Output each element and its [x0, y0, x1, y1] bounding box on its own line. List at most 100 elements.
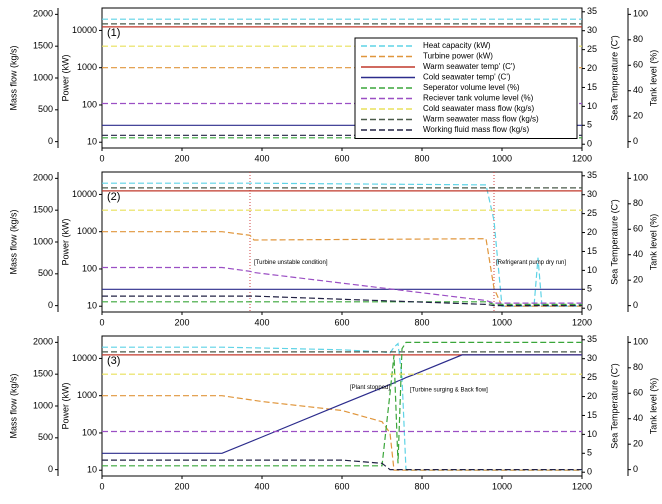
mass-tick-label: 0 [48, 464, 53, 474]
series-line [102, 341, 582, 467]
temp-axis-label: Sea Temperature (C') [609, 35, 619, 121]
tank-tick-label: 80 [633, 34, 643, 44]
x-tick-label: 1200 [572, 153, 592, 163]
mass-tick-label: 500 [38, 268, 53, 278]
x-tick-label: 400 [254, 481, 269, 491]
power-tick-label: 10 [87, 465, 97, 475]
power-axis-label: Power (kW) [60, 382, 70, 429]
legend-label: Working fluid mass flow (kg/s) [423, 125, 529, 134]
legend-label: Reciever tank volume level (%) [423, 94, 534, 103]
x-tick-label: 800 [414, 481, 429, 491]
plot-frame [101, 171, 583, 313]
x-tick-label: 200 [174, 481, 189, 491]
tank-axis-label: Tank level (%) [648, 214, 658, 271]
temp-tick-label: 35 [587, 334, 597, 344]
tank-tick-label: 60 [633, 60, 643, 70]
power-tick-label: 100 [82, 263, 97, 273]
mass-tick-label: 1500 [33, 41, 53, 51]
x-tick-label: 600 [334, 317, 349, 327]
power-tick-label: 100 [82, 427, 97, 437]
panel-label: (2) [107, 191, 120, 203]
legend-label: Warm seawater temp' (C') [423, 62, 515, 71]
tank-tick-label: 100 [633, 173, 648, 183]
mass-tick-label: 1500 [33, 369, 53, 379]
annotation: [Plant stopped] [350, 385, 390, 391]
tank-tick-label: 20 [633, 111, 643, 121]
legend-label: Turbine power (kW) [423, 52, 493, 61]
annotation: [Turbine surging & Back flow] [410, 388, 488, 394]
temp-tick-label: 25 [587, 372, 597, 382]
power-tick-label: 10000 [72, 353, 97, 363]
temp-tick-label: 30 [587, 189, 597, 199]
temp-tick-label: 10 [587, 429, 597, 439]
mass-tick-label: 500 [38, 432, 53, 442]
x-tick-label: 400 [254, 153, 269, 163]
power-tick-label: 100 [82, 99, 97, 109]
series-line [102, 182, 582, 307]
legend-label: Heat capacity (kW) [423, 41, 491, 50]
temp-tick-label: 30 [587, 353, 597, 363]
temp-tick-label: 35 [587, 170, 597, 180]
power-tick-label: 10 [87, 301, 97, 311]
legend-label: Seperator volume level (%) [423, 83, 520, 92]
temp-tick-label: 10 [587, 101, 597, 111]
mass-tick-label: 500 [38, 104, 53, 114]
power-tick-label: 1000 [77, 226, 97, 236]
power-tick-label: 1000 [77, 62, 97, 72]
mass-tick-label: 1000 [33, 236, 53, 246]
annotation: [Refrigerant pump dry run] [496, 260, 566, 266]
mass-tick-label: 1500 [33, 205, 53, 215]
temp-tick-label: 15 [587, 410, 597, 420]
tank-tick-label: 40 [633, 413, 643, 423]
tank-tick-label: 20 [633, 275, 643, 285]
tank-tick-label: 0 [633, 136, 638, 146]
tank-tick-label: 0 [633, 300, 638, 310]
series-line [102, 266, 582, 304]
x-tick-label: 1200 [572, 481, 592, 491]
temp-tick-label: 35 [587, 6, 597, 16]
x-tick-label: 400 [254, 317, 269, 327]
series-line [102, 295, 582, 307]
temp-tick-label: 25 [587, 44, 597, 54]
temp-tick-label: 30 [587, 25, 597, 35]
temp-tick-label: 20 [587, 391, 597, 401]
temp-tick-label: 0 [587, 467, 592, 477]
x-tick-label: 800 [414, 317, 429, 327]
tank-tick-label: 80 [633, 198, 643, 208]
series-line [102, 354, 582, 454]
mass-tick-label: 1000 [33, 400, 53, 410]
power-tick-label: 10 [87, 137, 97, 147]
x-tick-label: 600 [334, 153, 349, 163]
x-tick-label: 0 [99, 153, 104, 163]
tank-tick-label: 0 [633, 464, 638, 474]
mass-tick-label: 0 [48, 136, 53, 146]
temp-tick-label: 25 [587, 208, 597, 218]
temp-tick-label: 5 [587, 120, 592, 130]
temp-tick-label: 0 [587, 139, 592, 149]
tank-tick-label: 60 [633, 224, 643, 234]
x-tick-label: 1000 [492, 481, 512, 491]
x-tick-label: 200 [174, 153, 189, 163]
legend-label: Warm seawater mass flow (kg/s) [423, 115, 539, 124]
series-line [102, 459, 582, 471]
power-axis-label: Power (kW) [60, 218, 70, 265]
x-tick-label: 0 [99, 481, 104, 491]
x-tick-label: 1000 [492, 153, 512, 163]
tank-tick-label: 80 [633, 362, 643, 372]
legend-label: Cold seawater mass flow (kg/s) [423, 104, 534, 113]
x-tick-label: 200 [174, 317, 189, 327]
tank-tick-label: 40 [633, 85, 643, 95]
temp-axis-label: Sea Temperature (C') [609, 199, 619, 285]
temp-axis-label: Sea Temperature (C') [609, 363, 619, 449]
temp-tick-label: 20 [587, 227, 597, 237]
mass-axis-label: Mass flow (kg/s) [8, 373, 18, 438]
temp-tick-label: 5 [587, 448, 592, 458]
x-tick-label: 800 [414, 153, 429, 163]
x-tick-label: 0 [99, 317, 104, 327]
temp-tick-label: 20 [587, 63, 597, 73]
temp-tick-label: 5 [587, 284, 592, 294]
tank-axis-label: Tank level (%) [648, 50, 658, 107]
plot-frame [101, 335, 583, 477]
series-line [102, 231, 582, 307]
tank-axis-label: Tank level (%) [648, 378, 658, 435]
